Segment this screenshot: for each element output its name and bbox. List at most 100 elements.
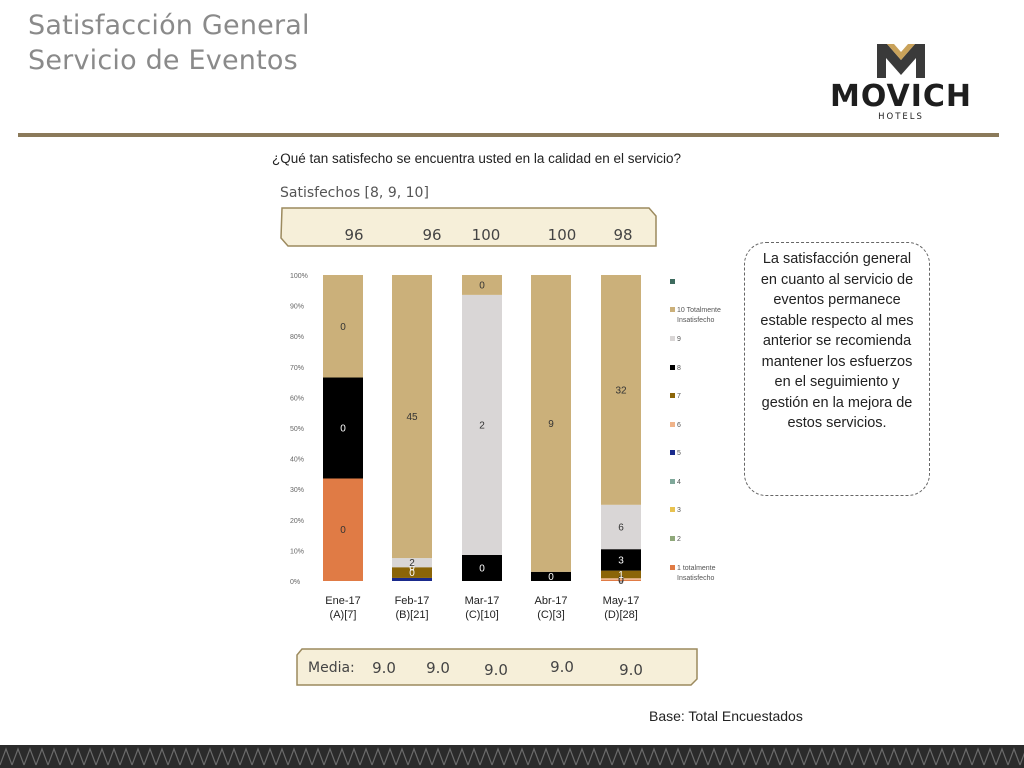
x-category-label: Abr-17 [534, 595, 567, 607]
legend-label: 4 [677, 479, 681, 486]
satisfied-value: 100 [548, 226, 577, 244]
legend-swatch [670, 450, 675, 455]
legend-label-cont: Insatisfecho [677, 317, 714, 324]
y-tick-label: 0% [290, 579, 300, 586]
x-category-label: Feb-17 [395, 595, 430, 607]
bar-data-label: 0 [479, 280, 485, 291]
bar-data-label: 0 [340, 322, 346, 333]
bar-segment [601, 275, 641, 505]
legend-swatch [670, 536, 675, 541]
legend-swatch [670, 307, 675, 312]
bar-data-label: 0 [479, 563, 485, 574]
legend-label: 8 [677, 365, 681, 372]
bar-segment [323, 478, 363, 581]
legend-swatch [670, 393, 675, 398]
page-subtitle: Servicio de Eventos [28, 45, 298, 76]
footer-pattern [0, 745, 1024, 768]
satisfied-label: Satisfechos [8, 9, 10] [280, 185, 429, 201]
y-tick-label: 90% [290, 304, 304, 311]
legend-label: 2 [677, 536, 681, 543]
bar-data-label: 1 [618, 570, 624, 581]
bar-segment [392, 577, 432, 581]
satisfied-value: 96 [344, 226, 363, 244]
x-category-sub-label: (C)[3] [537, 609, 565, 621]
legend-label: 1 totalmente [677, 565, 716, 572]
header-rule [18, 133, 999, 137]
media-value: 9.0 [372, 659, 396, 677]
page-title: Satisfacción General [28, 10, 310, 41]
bar-data-label: 0 [618, 575, 624, 586]
legend-swatch [670, 336, 675, 341]
logo-sub: HOTELS [878, 112, 924, 122]
satisfied-value: 96 [422, 226, 441, 244]
y-tick-label: 70% [290, 365, 304, 372]
legend-swatch [670, 507, 675, 512]
x-category-sub-label: (D)[28] [604, 609, 638, 621]
y-tick-label: 30% [290, 487, 304, 494]
legend-swatch [670, 565, 675, 570]
bar-segment [462, 294, 502, 555]
base-note: Base: Total Encuestados [649, 708, 803, 724]
media-value: 9.0 [619, 661, 643, 679]
media-label: Media: [308, 660, 355, 676]
media-value: 9.0 [550, 658, 574, 676]
legend-label: 3 [677, 507, 681, 514]
media-box [296, 648, 698, 686]
movich-hotels-logo: MOVICH HOTELS [830, 44, 972, 122]
bar-data-label: 45 [406, 412, 418, 423]
legend-swatch [670, 422, 675, 427]
bar-data-label: 0 [618, 576, 624, 587]
bar-segment [323, 377, 363, 479]
legend-label: 5 [677, 450, 681, 457]
satisfied-value: 100 [472, 226, 501, 244]
bar-data-label: 9 [548, 419, 554, 430]
legend-label: 9 [677, 336, 681, 343]
y-tick-label: 20% [290, 518, 304, 525]
bar-segment [601, 549, 641, 571]
y-tick-label: 10% [290, 548, 304, 555]
bar-data-label: 3 [618, 555, 624, 566]
bar-data-label: 2 [409, 558, 415, 569]
legend-swatch [670, 479, 675, 484]
x-category-sub-label: (A)[7] [330, 609, 357, 621]
y-tick-label: 100% [290, 273, 308, 280]
bar-segment [531, 571, 571, 581]
x-category-sub-label: (B)[21] [395, 609, 428, 621]
bar-segment [392, 567, 432, 578]
bar-data-label: 2 [479, 420, 485, 431]
legend-label: 6 [677, 422, 681, 429]
x-category-label: Ene-17 [325, 595, 360, 607]
bar-data-label: 0 [409, 563, 415, 574]
media-value: 9.0 [484, 661, 508, 679]
bar-segment [323, 275, 363, 378]
x-category-label: Mar-17 [465, 595, 500, 607]
bar-segment [601, 570, 641, 579]
y-tick-label: 80% [290, 334, 304, 341]
bar-data-label: 0 [409, 568, 415, 579]
legend-label-cont: Insatisfecho [677, 575, 714, 582]
y-tick-label: 50% [290, 426, 304, 433]
logo-brand: MOVICH [830, 79, 972, 114]
x-category-sub-label: (C)[10] [465, 609, 499, 621]
bar-segment [392, 558, 432, 568]
legend-swatch [670, 279, 675, 284]
bar-segment [601, 579, 641, 581]
media-value: 9.0 [426, 659, 450, 677]
satisfied-box [280, 207, 657, 247]
y-tick-label: 40% [290, 457, 304, 464]
bar-segment [392, 275, 432, 559]
bar-segment [601, 504, 641, 550]
bar-segment [601, 578, 641, 580]
bar-data-label: 32 [615, 385, 627, 396]
bar-segment [531, 275, 571, 572]
legend-swatch [670, 365, 675, 370]
bar-segment [462, 275, 502, 295]
legend-label: 10 Totalmente [677, 307, 721, 314]
bar-data-label: 0 [340, 525, 346, 536]
bar-segment [462, 554, 502, 581]
y-tick-label: 60% [290, 395, 304, 402]
bar-data-label: 6 [618, 522, 624, 533]
bar-data-label: 0 [548, 572, 554, 583]
insight-callout: La satisfacción general en cuanto al ser… [744, 242, 930, 496]
